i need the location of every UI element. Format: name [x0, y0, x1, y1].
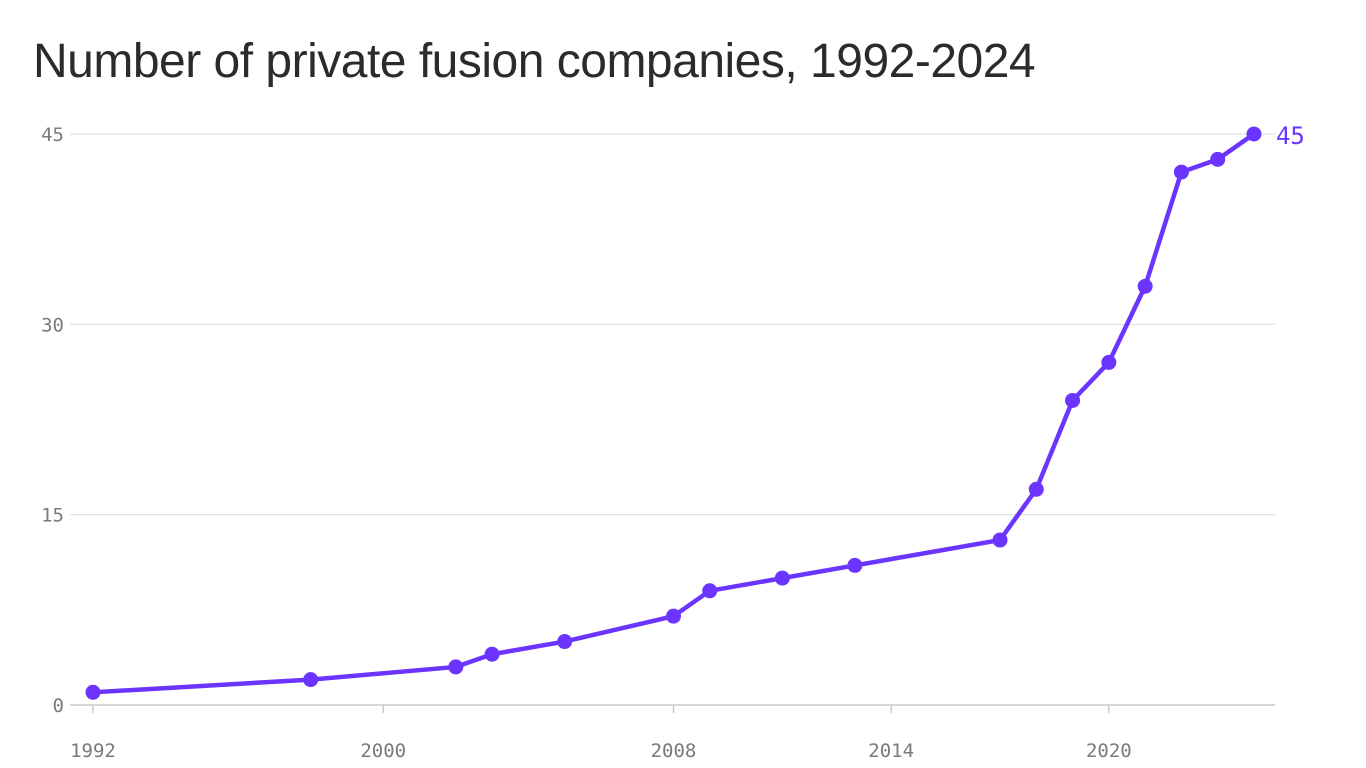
- end-value-label: 45: [1276, 122, 1305, 150]
- y-tick-label: 45: [41, 124, 64, 146]
- y-axis-ticks: 0 15 30 45: [41, 124, 64, 717]
- data-point-2021: [1137, 278, 1153, 294]
- x-tick-label: 1992: [70, 740, 116, 762]
- data-point-2019: [1065, 392, 1081, 408]
- series-line: [90, 131, 1257, 695]
- y-tick-label: 0: [53, 695, 64, 717]
- data-point-2023: [1210, 151, 1226, 167]
- gridlines: [70, 133, 1275, 706]
- data-point-2008: [665, 608, 681, 624]
- data-point-2009: [702, 583, 718, 599]
- data-point-2003: [484, 646, 500, 662]
- data-point-2005: [557, 634, 573, 650]
- data-point-2017: [992, 532, 1008, 548]
- data-points: [85, 126, 1262, 700]
- x-tick-label: 2020: [1086, 740, 1132, 762]
- data-point-2011: [774, 570, 790, 586]
- data-point-2018: [1028, 481, 1044, 497]
- data-point-2020: [1101, 354, 1117, 370]
- data-point-2002: [448, 659, 464, 675]
- y-tick-label: 30: [41, 314, 64, 336]
- chart-title: Number of private fusion companies, 1992…: [33, 35, 1036, 88]
- data-point-1998: [303, 672, 319, 688]
- series-line-group: [90, 131, 1257, 695]
- data-point-2024: [1246, 126, 1262, 142]
- x-tick-label: 2014: [868, 740, 914, 762]
- x-tick-label: 2008: [651, 740, 697, 762]
- data-point-1992: [85, 684, 101, 700]
- y-tick-label: 15: [41, 505, 64, 527]
- x-axis: 1992 2000 2008 2014 2020: [70, 705, 1132, 762]
- data-labels: 45: [1276, 122, 1305, 150]
- data-point-2022: [1173, 164, 1189, 180]
- data-point-2013: [847, 557, 863, 573]
- x-tick-label: 2000: [360, 740, 406, 762]
